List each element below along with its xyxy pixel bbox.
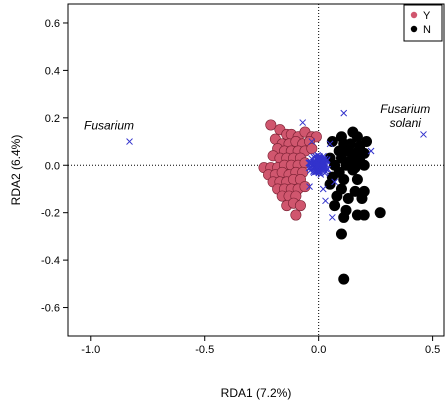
species-x-marker xyxy=(340,109,348,117)
series-y-point xyxy=(306,143,318,155)
series-n-point xyxy=(338,273,350,285)
series-n-point xyxy=(335,228,347,240)
annotation-label: Fusarium solani xyxy=(380,102,430,130)
species-x-marker xyxy=(312,153,319,160)
legend-label-n: N xyxy=(423,24,431,36)
plot-frame xyxy=(67,3,445,337)
series-y-point xyxy=(290,209,302,221)
species-x-marker xyxy=(316,168,324,176)
y-tick-label: 0.4 xyxy=(45,65,60,77)
series-n-point xyxy=(331,190,343,202)
species-x-marker xyxy=(306,183,313,190)
x-axis-title: RDA1 (7.2%) xyxy=(221,386,292,400)
x-tick-label: 0.5 xyxy=(425,344,440,356)
species-x-marker xyxy=(305,159,313,167)
species-x-marker xyxy=(319,185,327,193)
species-x-marker xyxy=(306,167,314,174)
species-x-marker xyxy=(331,178,338,186)
annotation-label: Fusarium xyxy=(84,119,134,133)
legend: YN xyxy=(403,4,443,42)
series-y-point xyxy=(299,181,311,193)
series-n-point xyxy=(338,173,350,185)
annotation-line: Fusarium xyxy=(84,119,134,133)
legend-box xyxy=(403,4,443,42)
species-x-marker xyxy=(367,147,375,155)
series-n-point xyxy=(374,207,386,219)
species-x-marker xyxy=(320,163,328,170)
species-x-marker xyxy=(322,197,329,205)
y-tick-label: 0.6 xyxy=(45,18,60,30)
series-n-point xyxy=(338,211,350,223)
annotation-line: Fusarium xyxy=(380,102,430,116)
legend-label-y: Y xyxy=(423,10,431,22)
y-tick-label: -0.6 xyxy=(41,303,60,315)
species-x-marker xyxy=(126,138,133,145)
y-tick-label: 0.2 xyxy=(45,113,60,125)
species-x-marker xyxy=(326,140,334,148)
x-tick-label: 0.0 xyxy=(311,344,326,356)
species-x-marker xyxy=(308,155,315,162)
species-x-markers xyxy=(126,109,427,221)
series-n-point xyxy=(324,178,336,190)
species-x-marker xyxy=(299,119,307,126)
series-n-points xyxy=(324,126,386,285)
series-y-point xyxy=(265,119,277,131)
series-y-points xyxy=(258,119,322,221)
y-tick-label: 0.0 xyxy=(45,160,60,172)
legend-marker-n xyxy=(410,25,418,33)
species-x-marker xyxy=(322,168,330,176)
series-n-point xyxy=(342,192,354,204)
series-n-point xyxy=(358,209,370,221)
x-axis: -1.0 -0.5 0.0 0.5 xyxy=(81,336,440,356)
species-x-marker xyxy=(319,156,327,164)
reference-lines xyxy=(68,4,444,336)
series-n-point xyxy=(356,192,368,204)
series-n-point xyxy=(351,173,363,185)
series-y-point xyxy=(294,200,306,212)
species-x-marker xyxy=(420,131,427,138)
series-n-point xyxy=(347,164,359,176)
species-x-marker xyxy=(328,214,336,221)
y-axis-title: RDA2 (6.4%) xyxy=(9,135,23,206)
legend-marker-y xyxy=(410,11,418,19)
annotation-line: solani xyxy=(390,116,422,130)
species-x-marker xyxy=(314,159,321,167)
x-tick-label: -0.5 xyxy=(195,344,214,356)
y-axis: -0.6 -0.4 -0.2 0.0 0.2 0.4 0.6 xyxy=(41,18,68,315)
series-n-point xyxy=(329,200,341,212)
y-tick-label: -0.4 xyxy=(41,255,60,267)
x-tick-label: -1.0 xyxy=(81,344,100,356)
series-n-point xyxy=(358,159,370,171)
species-x-marker xyxy=(308,138,316,145)
y-tick-label: -0.2 xyxy=(41,208,60,220)
